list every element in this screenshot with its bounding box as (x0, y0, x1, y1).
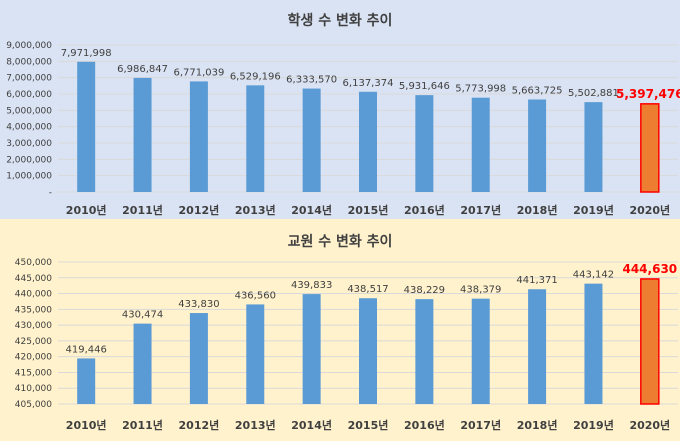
teacher-category-label: 2013년 (235, 418, 276, 432)
student-chart-panel: 학생 수 변화 추이 - 1,000,000 2,000,000 3,000,000 4… (0, 0, 680, 219)
student-y-tick-label: 5,000,000 (6, 106, 52, 116)
student-category-label: 2019년 (573, 203, 614, 217)
student-bar-2018년 (528, 99, 547, 192)
student-y-tick-label: - (49, 188, 52, 198)
teacher-y-tick-label: 410,000 (15, 384, 52, 394)
student-data-label: 6,771,039 (173, 67, 224, 78)
teacher-bar-2010년 (77, 358, 96, 404)
teacher-chart-panel: 교원 수 변화 추이 405,000 410,000 415,000 420,000 4… (0, 219, 680, 441)
student-y-tick-label: 4,000,000 (6, 123, 52, 133)
student-data-label: 6,986,847 (117, 64, 168, 75)
student-bar-2016년 (415, 95, 434, 192)
teacher-bar-2018년 (528, 289, 547, 404)
student-y-tick-label: 2,000,000 (6, 155, 52, 165)
student-bar-2014년 (302, 88, 321, 192)
student-bar-chart: - 1,000,000 2,000,000 3,000,000 4,000,000 5,0… (6, 41, 680, 217)
teacher-bar-2013년 (246, 304, 265, 404)
teacher-category-label: 2017년 (460, 418, 501, 432)
teacher-y-tick-label: 415,000 (15, 368, 52, 378)
student-category-label: 2015년 (348, 203, 389, 217)
teacher-data-label: 441,371 (516, 275, 557, 286)
student-data-label: 5,931,646 (399, 81, 450, 92)
teacher-data-label: 439,833 (291, 280, 332, 291)
student-chart-title: 학생 수 변화 추이 (287, 13, 393, 29)
student-y-tick-label: 9,000,000 (6, 41, 52, 51)
student-y-tick-label: 8,000,000 (6, 57, 52, 67)
teacher-category-label: 2012년 (179, 418, 220, 432)
teacher-category-label: 2011년 (122, 418, 163, 432)
student-bar-2010년 (77, 61, 96, 193)
teacher-y-tick-label: 405,000 (15, 400, 52, 410)
teacher-data-label: 430,474 (122, 310, 163, 321)
teacher-y-tick-label: 445,000 (15, 274, 52, 284)
student-bar-2013년 (246, 85, 265, 192)
teacher-bar-2015년 (359, 298, 377, 404)
student-data-label: 6,529,196 (230, 71, 281, 82)
teacher-y-tick-label: 420,000 (15, 353, 52, 363)
teacher-data-label: 438,379 (460, 285, 501, 296)
student-category-label: 2016년 (404, 203, 445, 217)
teacher-category-label: 2010년 (66, 418, 107, 432)
student-category-label: 2012년 (179, 203, 220, 217)
student-bar-2011년 (133, 77, 152, 192)
student-data-label: 6,333,570 (286, 75, 337, 86)
student-data-label: 7,971,998 (61, 48, 112, 59)
teacher-y-tick-label: 435,000 (15, 305, 52, 315)
teacher-bar-2020년 (640, 278, 660, 405)
student-category-label: 2020년 (629, 203, 670, 217)
student-data-label: 5,773,998 (455, 84, 506, 95)
student-category-label: 2014년 (291, 203, 332, 217)
teacher-y-tick-label: 450,000 (15, 258, 52, 268)
teacher-y-tick-label: 425,000 (15, 337, 52, 347)
teacher-data-label: 436,560 (235, 290, 276, 301)
student-bar-2017년 (471, 97, 490, 192)
teacher-chart-title: 교원 수 변화 추이 (287, 234, 393, 250)
teacher-data-label: 433,830 (178, 299, 219, 310)
student-y-tick-label: 3,000,000 (6, 139, 52, 149)
student-bar-2019년 (584, 102, 603, 192)
student-data-label: 5,502,881 (568, 88, 619, 99)
teacher-category-label: 2014년 (291, 418, 332, 432)
teacher-bar-2014년 (302, 294, 321, 404)
teacher-category-label: 2016년 (404, 418, 445, 432)
teacher-data-label: 438,517 (347, 284, 388, 295)
teacher-category-label: 2019년 (573, 418, 614, 432)
teacher-category-label: 2015년 (348, 418, 389, 432)
student-y-tick-label: 1,000,000 (6, 172, 52, 182)
student-category-label: 2013년 (235, 203, 276, 217)
student-bar-2020년 (640, 103, 660, 193)
student-bar-2015년 (359, 91, 377, 192)
teacher-data-label: 443,142 (573, 270, 614, 281)
teacher-data-label: 444,630 (622, 262, 677, 276)
teacher-y-tick-label: 430,000 (15, 321, 52, 331)
teacher-bar-2011년 (133, 323, 152, 404)
student-category-label: 2010년 (66, 203, 107, 217)
student-y-tick-label: 7,000,000 (6, 74, 52, 84)
teacher-category-label: 2020년 (629, 418, 670, 432)
student-category-label: 2018년 (517, 203, 558, 217)
student-category-label: 2017년 (460, 203, 501, 217)
student-data-label: 5,663,725 (512, 85, 563, 96)
teacher-bar-2012년 (189, 313, 208, 404)
student-category-label: 2011년 (122, 203, 163, 217)
teacher-bar-2019년 (584, 283, 603, 404)
teacher-bar-chart: 405,000 410,000 415,000 420,000 425,000 430,0… (15, 258, 678, 432)
teacher-y-tick-label: 440,000 (15, 290, 52, 300)
teacher-data-label: 438,229 (404, 285, 445, 296)
teacher-bar-2017년 (471, 298, 490, 404)
teacher-data-label: 419,446 (66, 344, 107, 355)
teacher-bar-2016년 (415, 299, 434, 404)
student-data-label: 5,397,476 (616, 87, 680, 101)
student-data-label: 6,137,374 (343, 78, 394, 89)
student-bar-2012년 (189, 81, 208, 192)
student-y-tick-label: 6,000,000 (6, 90, 52, 100)
teacher-category-label: 2018년 (517, 418, 558, 432)
